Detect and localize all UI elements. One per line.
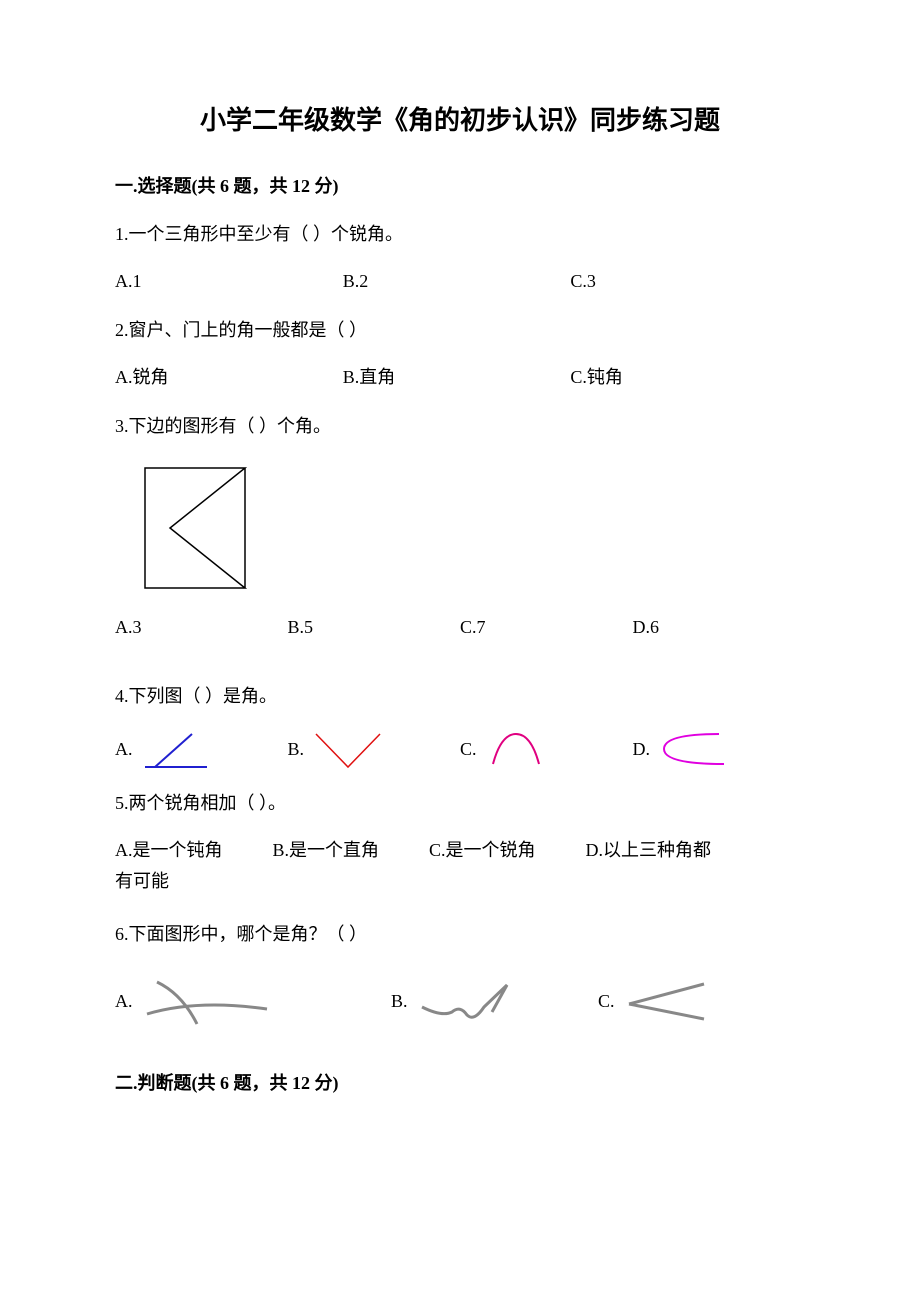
q6-c-label: C. [598,987,615,1016]
q4-opt-c: C. [460,729,633,769]
q5-text: 5.两个锐角相加（ ）。 [115,789,805,818]
q4-opt-d: D. [633,729,806,769]
q6-b-icon [412,977,522,1027]
q3-text: 3.下边的图形有（ ）个角。 [115,412,805,441]
q1-opt-b: B.2 [343,267,571,296]
section-1-header: 一.选择题(共 6 题，共 12 分) [115,172,805,201]
question-3: 3.下边的图形有（ ）个角。 A.3 B.5 C.7 D.6 [115,412,805,643]
page-title: 小学二年级数学《角的初步认识》同步练习题 [115,100,805,142]
q5-options: A.是一个钝角 B.是一个直角 C.是一个锐角 D.以上三种角都 [115,836,805,865]
q5-opt-c: C.是一个锐角 [429,836,536,865]
q1-opt-a: A.1 [115,267,343,296]
q6-options: A. B. C. [115,974,805,1029]
q3-opt-b: B.5 [288,613,461,642]
q2-opt-a: A.锐角 [115,363,343,392]
question-5: 5.两个锐角相加（ ）。 A.是一个钝角 B.是一个直角 C.是一个锐角 D.以… [115,789,805,895]
q3-opt-d: D.6 [633,613,806,642]
q4-c-icon [481,729,551,769]
question-1: 1.一个三角形中至少有（ ）个锐角。 A.1 B.2 C.3 [115,220,805,296]
q2-options: A.锐角 B.直角 C.钝角 [115,363,805,392]
q3-opt-a: A.3 [115,613,288,642]
q2-opt-c: C.钝角 [570,363,798,392]
q1-opt-c: C.3 [570,267,798,296]
question-6: 6.下面图形中，哪个是角？（ ） A. B. C. [115,920,805,1029]
q6-a-label: A. [115,987,133,1016]
q1-text: 1.一个三角形中至少有（ ）个锐角。 [115,220,805,249]
q3-opt-c: C.7 [460,613,633,642]
q5-opt-d: D.以上三种角都 [586,836,712,865]
q3-figure [135,458,255,588]
q4-opt-b: B. [288,729,461,769]
q5-opt-a: A.是一个钝角 [115,836,223,865]
q3-shape-icon [135,458,255,598]
q4-a-icon [137,729,217,769]
q4-b-icon [308,729,388,769]
q3-options: A.3 B.5 C.7 D.6 [115,613,805,642]
q6-opt-b: B. [391,977,598,1027]
q5-opt-d-cont: 有可能 [115,867,805,896]
q6-opt-a: A. [115,974,391,1029]
q4-c-label: C. [460,735,477,764]
q4-options: A. B. C. D. [115,729,805,769]
q4-opt-a: A. [115,729,288,769]
question-4: 4.下列图（ ）是角。 A. B. C. D. [115,682,805,769]
section-2-header: 二.判断题(共 6 题，共 12 分) [115,1069,805,1098]
q6-a-icon [137,974,277,1029]
q4-d-icon [654,729,734,769]
q5-opt-b: B.是一个直角 [273,836,380,865]
q1-options: A.1 B.2 C.3 [115,267,805,296]
q4-b-label: B. [288,735,305,764]
q4-text: 4.下列图（ ）是角。 [115,682,805,711]
q4-d-label: D. [633,735,651,764]
q6-text: 6.下面图形中，哪个是角？（ ） [115,920,805,949]
q2-opt-b: B.直角 [343,363,571,392]
q6-b-label: B. [391,987,408,1016]
q6-opt-c: C. [598,979,805,1024]
q6-c-icon [619,979,719,1024]
question-2: 2.窗户、门上的角一般都是（ ） A.锐角 B.直角 C.钝角 [115,316,805,392]
q2-text: 2.窗户、门上的角一般都是（ ） [115,316,805,345]
q4-a-label: A. [115,735,133,764]
